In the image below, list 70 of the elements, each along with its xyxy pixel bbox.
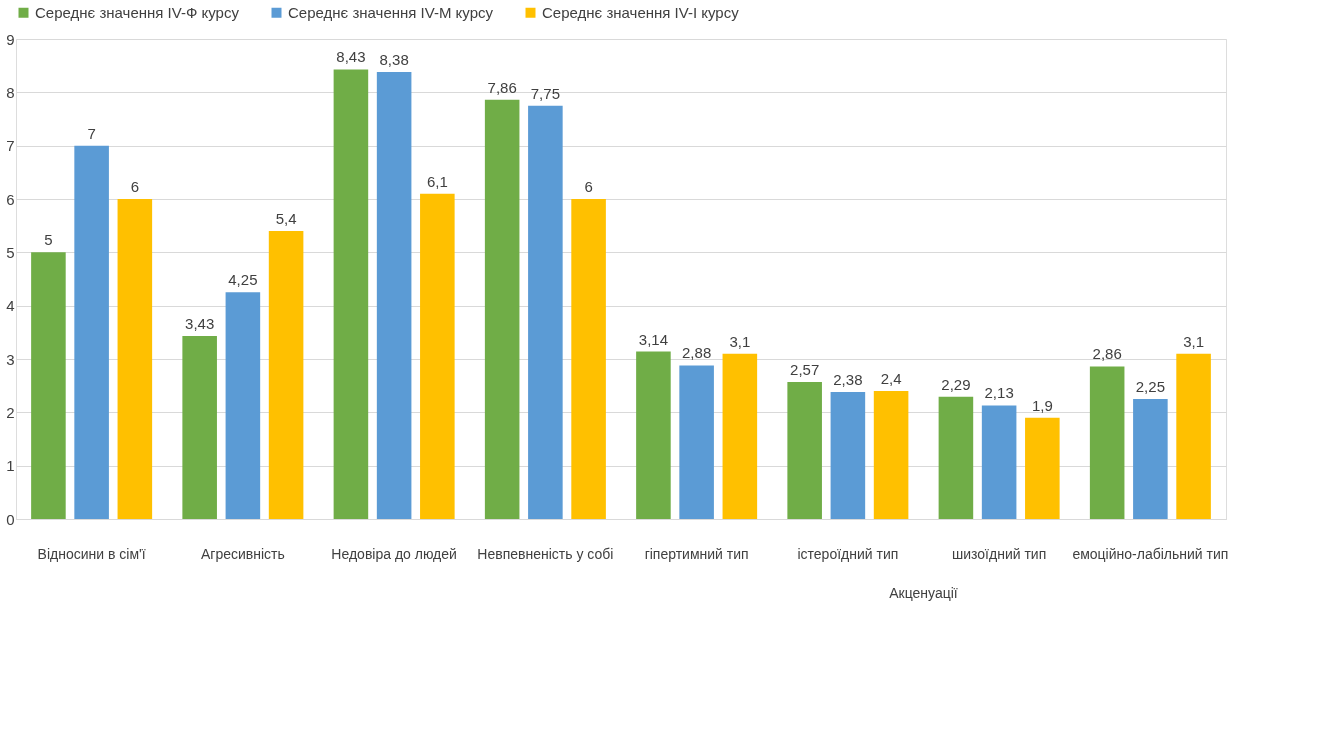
- y-tick-label: 6: [6, 190, 15, 208]
- data-label: 3,1: [1183, 332, 1205, 350]
- bar: [484, 99, 520, 519]
- y-tick-label: 2: [6, 403, 15, 421]
- data-label: 6: [130, 178, 140, 195]
- data-label: 2,13: [984, 384, 1014, 402]
- bar: [873, 391, 909, 519]
- bar: [1025, 417, 1060, 519]
- text: Акценуації: [889, 585, 958, 601]
- y-tick-label: 0: [6, 510, 15, 528]
- data-label: 2,25: [1135, 378, 1165, 395]
- bar: [636, 351, 671, 519]
- data-label: 2,29: [941, 375, 971, 393]
- legend-label: Середнє значення IV-І курсу: [542, 3, 740, 21]
- bar: [333, 69, 369, 519]
- bar: [182, 336, 217, 519]
- y-tick-label: 9: [6, 30, 15, 48]
- data-label: 6: [584, 178, 593, 195]
- y-tick-label: 8: [6, 83, 15, 101]
- data-label: 2,38: [833, 371, 863, 389]
- data-label: 5: [44, 231, 53, 249]
- data-label: 3,43: [185, 315, 215, 333]
- bar: [74, 145, 109, 519]
- data-label: 8,43: [336, 48, 366, 66]
- bar: [117, 199, 153, 519]
- bar: [1133, 399, 1168, 519]
- data-label: 2,4: [880, 370, 902, 387]
- y-tick-label: 4: [6, 297, 15, 315]
- bar: [981, 405, 1017, 519]
- data-label: 2,57: [790, 360, 820, 378]
- bar: [830, 392, 866, 519]
- y-tick-label: 5: [6, 243, 15, 261]
- data-label: 7,75: [530, 84, 560, 102]
- x-tick-label: Невпевненість у собі: [477, 545, 614, 562]
- data-label: 3,1: [729, 332, 751, 350]
- data-label: 2,86: [1092, 345, 1122, 363]
- bar: [679, 365, 714, 519]
- bar: [722, 353, 758, 519]
- x-tick-label: гіпертимний тип: [644, 545, 749, 562]
- data-label: 6,1: [426, 172, 448, 190]
- data-label: 7,86: [487, 78, 517, 96]
- data-label: 7: [87, 124, 96, 142]
- y-tick-label: 7: [6, 137, 15, 155]
- y-tick-label: 3: [6, 350, 15, 368]
- data-label: 4,25: [228, 271, 258, 289]
- bar: [420, 193, 455, 519]
- bar: [376, 72, 412, 519]
- data-label: 5,4: [275, 210, 297, 227]
- x-tick-label: Відносини в сім'ї: [37, 545, 146, 562]
- data-label: 8,38: [379, 51, 409, 69]
- bar: [1089, 366, 1125, 519]
- bar: [528, 105, 563, 519]
- data-label: 3,14: [638, 330, 669, 348]
- bar: [1176, 353, 1211, 519]
- bar: [938, 396, 974, 519]
- x-tick-label: Недовіра до людей: [331, 545, 457, 562]
- x-tick-label: емоційно-лабільний тип: [1072, 545, 1229, 562]
- legend-label: Середнє значення IV-Ф курсу: [35, 3, 240, 21]
- x-tick-label: шизоїдний тип: [952, 545, 1047, 562]
- data-label: 1,9: [1031, 396, 1053, 414]
- x-tick-label: Агресивність: [200, 545, 285, 562]
- x-tick-label: істероїдний тип: [797, 545, 899, 562]
- bar: [571, 199, 606, 519]
- bar: [225, 292, 261, 519]
- data-label: 2,88: [682, 344, 712, 362]
- bar: [787, 381, 822, 519]
- bar: [31, 252, 66, 519]
- legend-label: Середнє значення IV-М курсу: [288, 3, 494, 21]
- y-tick-label: 1: [6, 457, 15, 475]
- bar: [268, 231, 304, 519]
